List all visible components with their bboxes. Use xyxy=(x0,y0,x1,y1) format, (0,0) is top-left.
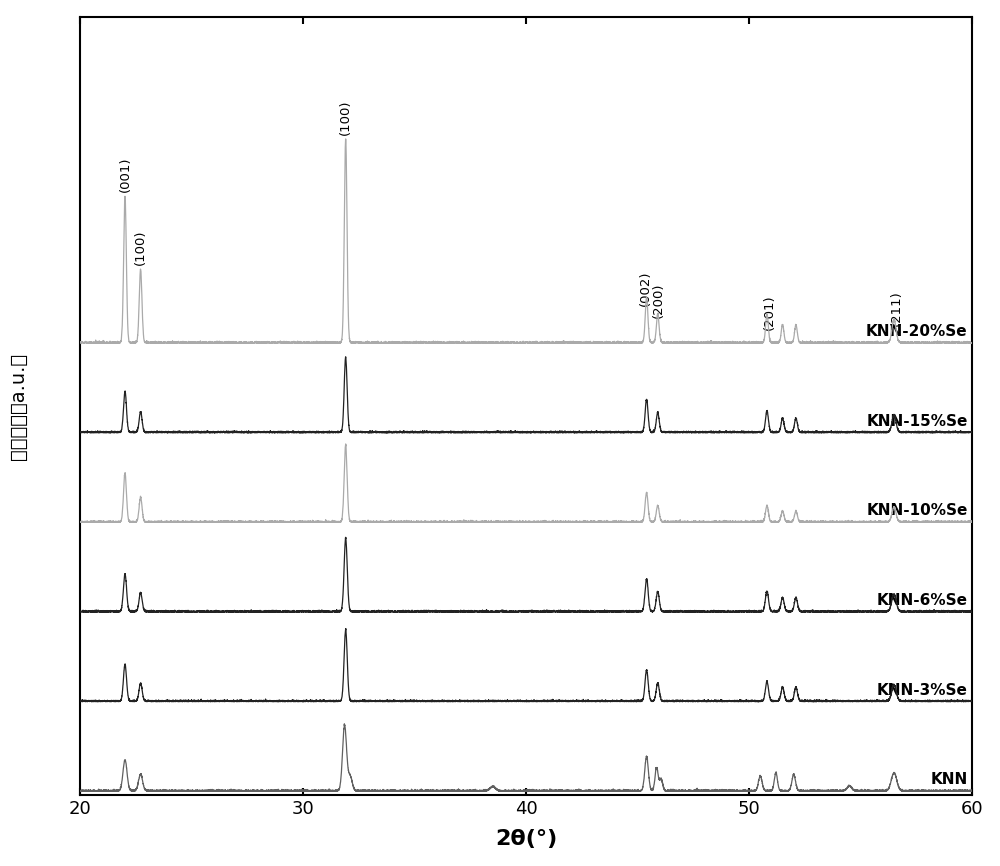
Text: KNN-15%Se: KNN-15%Se xyxy=(866,414,968,429)
Text: KNN-20%Se: KNN-20%Se xyxy=(866,324,968,339)
Text: KNN: KNN xyxy=(930,772,968,787)
X-axis label: 2θ(°): 2θ(°) xyxy=(495,830,557,850)
Text: (100): (100) xyxy=(339,100,352,135)
Text: (201): (201) xyxy=(763,294,776,331)
Text: 相对强度（a.u.）: 相对强度（a.u.） xyxy=(9,352,28,460)
Text: (001): (001) xyxy=(118,157,131,192)
Text: (100): (100) xyxy=(134,229,147,265)
Text: KNN-6%Se: KNN-6%Se xyxy=(877,593,968,608)
Text: KNN-3%Se: KNN-3%Se xyxy=(877,682,968,698)
Text: KNN-10%Se: KNN-10%Se xyxy=(866,503,968,518)
Text: (200): (200) xyxy=(652,282,665,318)
Text: (211): (211) xyxy=(890,290,903,326)
Text: (002): (002) xyxy=(639,270,652,306)
